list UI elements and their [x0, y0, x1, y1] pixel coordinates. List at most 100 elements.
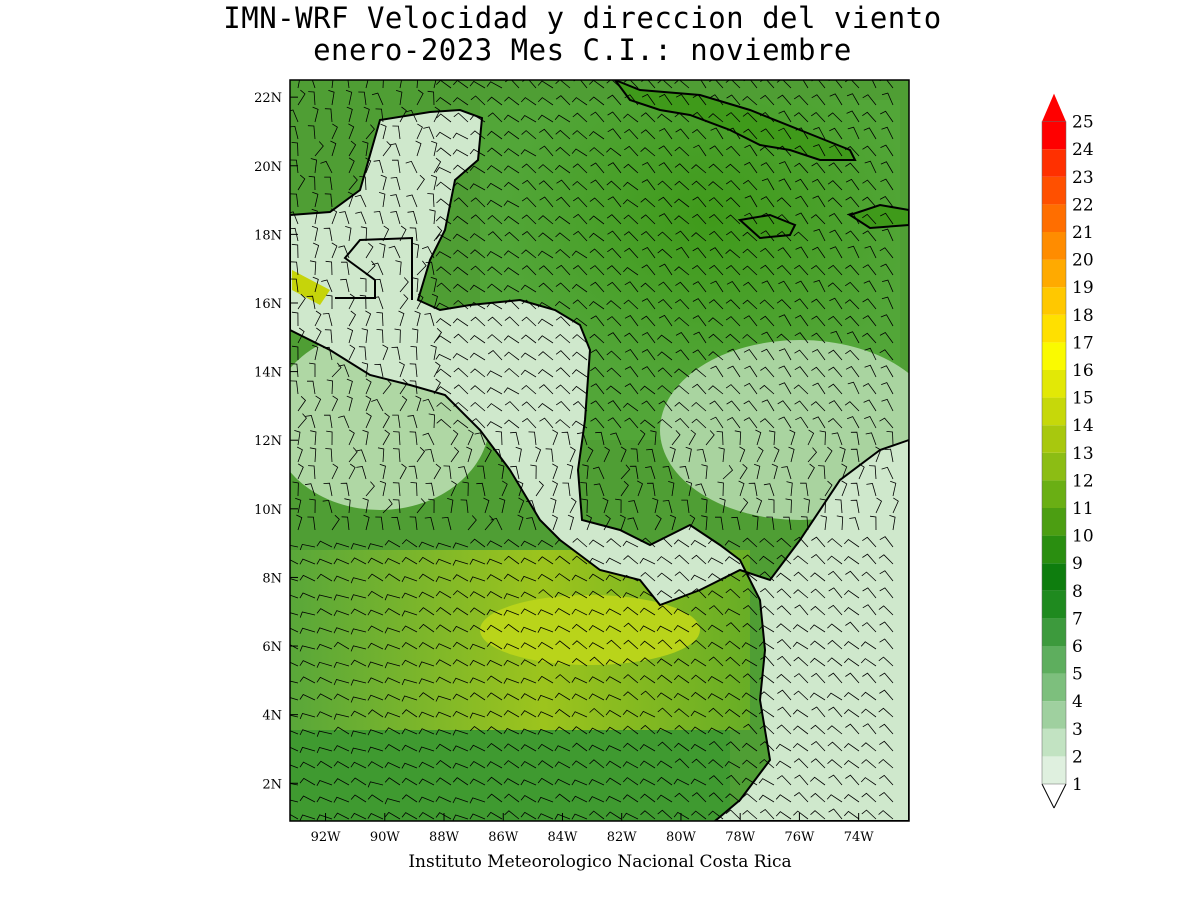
wind-barb — [537, 743, 554, 752]
wind-barb — [503, 284, 520, 293]
wind-barb — [290, 594, 299, 599]
wind-barb — [742, 179, 758, 191]
wind-barb — [428, 498, 435, 514]
wind-barb — [311, 80, 316, 89]
wind-barb — [606, 265, 622, 276]
wind-barb — [462, 481, 469, 497]
wind-barb — [607, 94, 622, 106]
wind-barb — [725, 230, 741, 242]
wind-barb — [880, 212, 894, 225]
wind-barb — [880, 365, 894, 378]
wind-barb — [504, 419, 520, 429]
wind-barb — [742, 554, 758, 565]
wind-barb — [412, 243, 420, 259]
wind-barb — [555, 316, 571, 327]
wind-barb — [487, 349, 503, 361]
wind-barb — [345, 89, 353, 106]
wind-barb — [297, 80, 300, 89]
wind-barb — [776, 623, 792, 633]
wind-barb — [810, 572, 826, 582]
wind-barb — [718, 447, 725, 463]
wind-barb — [709, 230, 724, 242]
wind-barb — [690, 658, 707, 667]
wind-barb — [741, 642, 758, 650]
wind-barb — [469, 80, 486, 89]
wind-barb — [504, 810, 520, 820]
wind-barb — [503, 165, 520, 174]
wind-barb — [486, 761, 503, 769]
wind-barb — [827, 112, 843, 123]
wind-barb — [623, 674, 639, 684]
wind-barb — [776, 333, 792, 344]
wind-barb — [486, 675, 503, 684]
wind-barb — [520, 659, 537, 667]
wind-barb — [878, 707, 894, 718]
wind-barb — [290, 578, 299, 582]
wind-barb — [470, 418, 486, 429]
wind-barb — [880, 110, 894, 123]
wind-barb — [881, 296, 894, 310]
wind-barb — [863, 280, 877, 293]
wind-barb — [297, 396, 307, 412]
wind-barb — [708, 385, 724, 395]
credit-text: Instituto Meteorologico Nacional Costa R… — [408, 852, 792, 872]
wind-barb — [691, 810, 707, 820]
wind-barb — [290, 227, 299, 242]
wind-barb — [395, 90, 403, 106]
wind-barb — [436, 759, 452, 769]
wind-barb — [503, 609, 520, 616]
wind-barb — [435, 542, 452, 549]
wind-barb — [693, 331, 707, 344]
wind-barb — [469, 778, 486, 786]
wind-barb — [605, 676, 622, 684]
wind-barb — [691, 554, 707, 565]
wind-barb — [705, 430, 715, 446]
wind-barb — [326, 430, 333, 446]
wind-barb — [299, 761, 316, 769]
wind-barb — [793, 94, 809, 106]
wind-barb — [416, 447, 426, 463]
lon-tick-label: 82W — [607, 830, 638, 845]
wind-barb — [589, 130, 605, 140]
wind-barb — [831, 432, 843, 446]
wind-barb — [809, 692, 826, 701]
wind-barb — [504, 181, 520, 191]
wind-barb — [828, 400, 843, 412]
wind-barb — [571, 726, 588, 735]
lon-tick-label: 74W — [844, 830, 875, 845]
wind-barb — [487, 776, 503, 786]
wind-barb — [290, 544, 299, 548]
wind-barb — [320, 160, 333, 174]
colorbar-swatch — [1042, 563, 1066, 591]
wind-barb — [538, 351, 554, 361]
wind-barb — [526, 500, 537, 514]
wind-barb — [792, 624, 809, 633]
wind-barb — [742, 537, 758, 548]
wind-barb — [416, 89, 424, 106]
wind-barb — [691, 180, 707, 191]
wind-barb — [695, 483, 707, 497]
wind-barb — [879, 740, 894, 752]
wind-barb — [452, 182, 469, 191]
wind-barb — [486, 710, 503, 718]
wind-barb — [845, 264, 860, 276]
wind-barb — [331, 395, 339, 412]
wind-barb — [776, 638, 792, 650]
wind-barb — [452, 559, 469, 566]
wind-barb — [701, 464, 708, 480]
wind-barb — [794, 162, 809, 174]
wind-barb — [886, 431, 894, 446]
wind-barb — [759, 111, 775, 123]
wind-barb — [866, 483, 877, 497]
wind-barb — [725, 640, 741, 650]
wind-barb — [741, 692, 758, 701]
wind-barb — [573, 213, 588, 225]
wind-barb — [760, 655, 775, 667]
wind-barb — [640, 197, 656, 208]
wind-barb — [382, 498, 393, 514]
wind-barb — [846, 331, 860, 344]
wind-barb — [572, 555, 588, 565]
wind-barb — [656, 794, 673, 803]
wind-barb — [658, 93, 673, 106]
wind-barb — [421, 246, 435, 259]
